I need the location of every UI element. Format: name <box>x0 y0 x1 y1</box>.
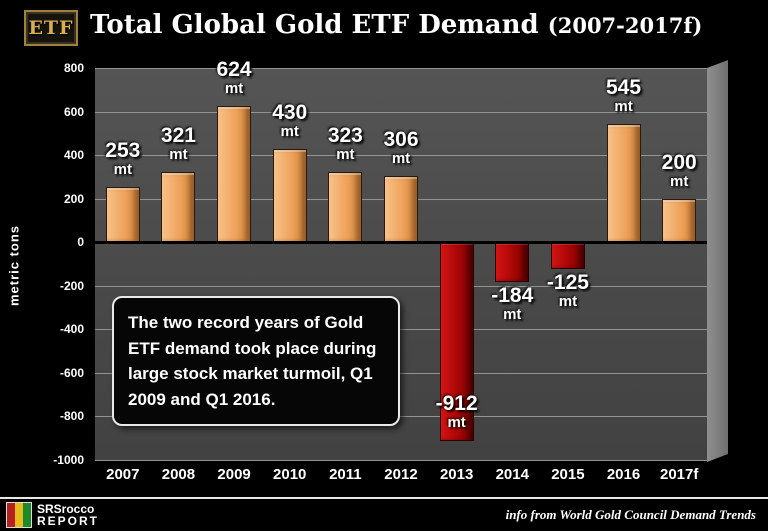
logo-line1: SRSrocco <box>37 502 95 516</box>
bar-value-label: -184 mt <box>491 284 534 324</box>
x-tick-label: 2007 <box>106 466 140 483</box>
source-credit: info from World Gold Council Demand Tren… <box>505 507 756 522</box>
bar-value-label: -912 mt <box>435 391 478 431</box>
srsrocco-logo: SRSrocco REPORT <box>6 502 99 528</box>
bar-value-label: -125 mt <box>546 271 589 311</box>
bar-2012 <box>384 175 418 243</box>
bar-value-label: 545 mt <box>606 75 642 115</box>
x-axis-labels: 2007 2008 2009 2010 2011 2012 2013 2014 2015 2016… <box>95 466 707 488</box>
bar-value-label: 321 mt <box>160 124 196 164</box>
gridline <box>95 372 707 374</box>
logo-stripe-green <box>23 503 31 527</box>
y-tick-label: -600 <box>59 365 84 380</box>
srsrocco-logo-text: SRSrocco REPORT <box>37 503 99 527</box>
logo-stripe-yellow <box>15 503 23 527</box>
y-tick-label: 200 <box>63 191 84 206</box>
x-tick-label: 2009 <box>217 466 251 483</box>
gridline <box>95 416 707 418</box>
page-title-main: Total Global Gold ETF Demand <box>90 10 548 40</box>
x-tick-label: 2017f <box>659 466 699 483</box>
bar-value-label: 323 mt <box>327 123 363 163</box>
annotation-box: The two record years of Gold ETF demand … <box>112 296 400 426</box>
bar-2010 <box>272 148 307 243</box>
y-axis-title: metric tons <box>6 224 22 307</box>
bar-value-label: 253 mt <box>105 139 141 179</box>
bar-2016 <box>606 123 641 243</box>
y-tick-label: -400 <box>59 322 84 337</box>
bar-2008 <box>161 172 196 243</box>
page-title: Total Global Gold ETF Demand (2007-2017f… <box>90 10 702 40</box>
y-tick-label: 0 <box>77 235 84 250</box>
x-tick-label: 2014 <box>495 466 529 483</box>
logo-stripe-red <box>7 503 15 527</box>
y-tick-label: 400 <box>63 148 84 163</box>
chart-3d-side-wall <box>707 60 728 462</box>
bar-2013 <box>439 242 474 441</box>
bar-value-label: 430 mt <box>272 100 308 140</box>
bar-2014 <box>495 242 530 283</box>
gridline <box>95 155 707 157</box>
y-axis-ticks: 800 600 400 200 0 -200 -400 -600 -800 -1000 <box>40 61 88 467</box>
gridline <box>95 329 707 331</box>
bar-2017f <box>662 198 697 243</box>
bar-2009 <box>217 106 252 243</box>
y-tick-label: -800 <box>59 409 84 424</box>
x-tick-label: 2011 <box>329 466 362 483</box>
gridline <box>95 285 707 287</box>
x-tick-label: 2015 <box>551 466 585 483</box>
x-tick-label: 2012 <box>384 466 418 483</box>
gridline <box>95 68 707 69</box>
gridline <box>95 460 707 461</box>
y-tick-label: 600 <box>63 104 84 119</box>
bar-2015 <box>550 242 585 270</box>
bar-value-label: 624 mt <box>216 58 252 98</box>
bar-value-label: 306 mt <box>383 127 419 167</box>
footer-divider <box>0 497 768 499</box>
y-tick-label: 800 <box>63 61 84 75</box>
page-title-suffix: (2007-2017f) <box>547 13 703 38</box>
bar-2011 <box>328 171 363 243</box>
gridline <box>95 111 707 113</box>
bar-value-label: 200 mt <box>661 150 697 190</box>
x-tick-label: 2010 <box>273 466 307 483</box>
bar-2007 <box>105 187 140 243</box>
zero-line <box>95 241 707 245</box>
logo-line2: REPORT <box>37 514 100 528</box>
x-tick-label: 2013 <box>439 466 474 483</box>
x-tick-label: 2016 <box>606 466 641 483</box>
x-tick-label: 2008 <box>161 466 196 483</box>
y-tick-label: -200 <box>59 278 84 293</box>
y-tick-label: -1000 <box>53 453 84 467</box>
srsrocco-logo-icon <box>6 502 32 528</box>
etf-logo: ETF <box>24 10 78 46</box>
